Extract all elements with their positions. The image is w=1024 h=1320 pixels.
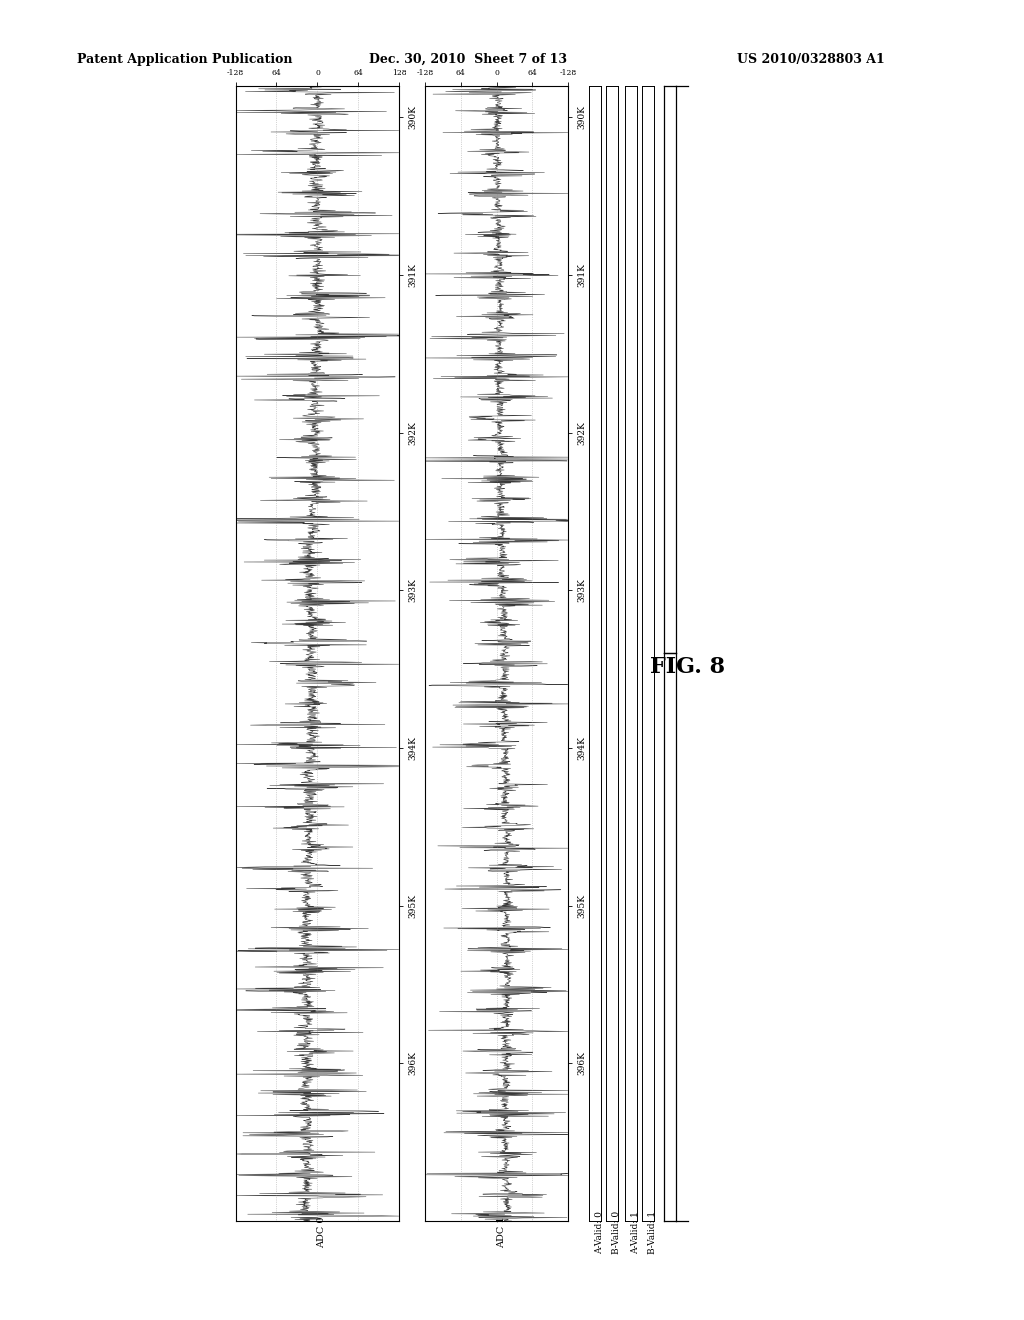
Text: A-Valid: 1: A-Valid: 1 [631, 1210, 640, 1254]
Text: US 2010/0328803 A1: US 2010/0328803 A1 [737, 53, 885, 66]
Text: ADC 1: ADC 1 [497, 1217, 506, 1249]
Text: B-Valid: 1: B-Valid: 1 [648, 1210, 657, 1254]
Text: Patent Application Publication: Patent Application Publication [77, 53, 292, 66]
Text: A-Valid: 0: A-Valid: 0 [595, 1210, 604, 1254]
Text: Dec. 30, 2010  Sheet 7 of 13: Dec. 30, 2010 Sheet 7 of 13 [369, 53, 566, 66]
Text: FIG. 8: FIG. 8 [650, 656, 725, 677]
Text: ADC 0: ADC 0 [317, 1217, 327, 1249]
Text: B-Valid: 0: B-Valid: 0 [612, 1210, 622, 1254]
